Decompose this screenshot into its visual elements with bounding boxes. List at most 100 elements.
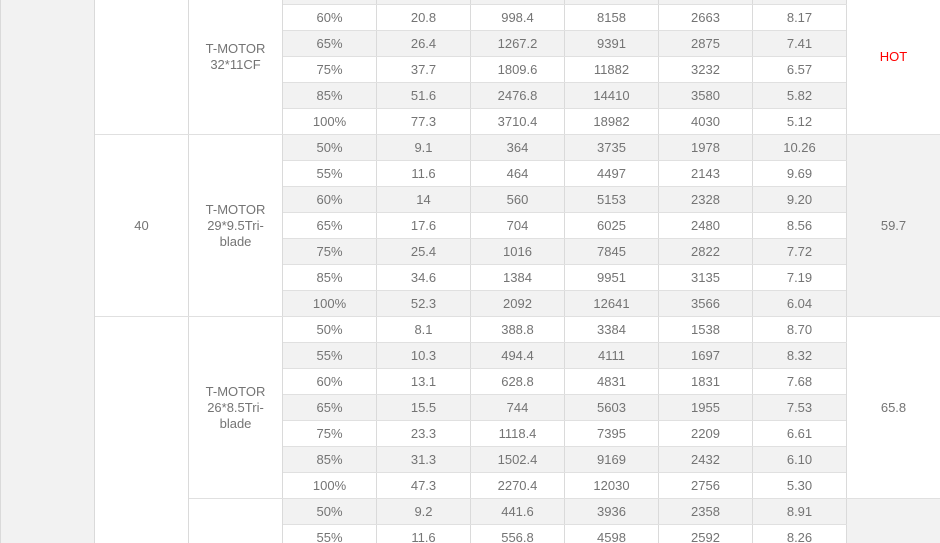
value-cell: 6.57 xyxy=(752,56,847,83)
value-cell: 9169 xyxy=(564,446,659,473)
throttle-cell: 65% xyxy=(282,30,377,57)
propeller-name-cell: T-MOTOR 29*9.5Tri-blade xyxy=(188,134,283,317)
table-row: 65% 15.5 744 5603 1955 7.53 xyxy=(1,394,940,421)
value-cell: 7.19 xyxy=(752,264,847,291)
table-row: T-MOTOR 26*8.5Tri-blade 50% 8.1 388.8 3384 15… xyxy=(1,316,940,543)
value-cell: 556.8 xyxy=(470,524,565,543)
propeller-name-cell: T-MOTOR 32*11CF xyxy=(188,0,283,135)
value-cell: 7.41 xyxy=(752,30,847,57)
value-cell: 1697 xyxy=(658,342,753,369)
value-cell: 2328 xyxy=(658,186,753,213)
table-row: 75% 25.4 1016 7845 2822 7.72 xyxy=(1,238,940,265)
value-cell: 7.68 xyxy=(752,368,847,395)
value-cell: 3735 xyxy=(564,134,659,161)
value-cell: 4598 xyxy=(564,524,659,543)
note-cell: 65.8 xyxy=(846,316,940,499)
table-row: 85% 51.6 2476.8 14410 3580 5.82 xyxy=(1,82,940,109)
value-cell: 1016 xyxy=(470,238,565,265)
value-cell: 20.8 xyxy=(376,4,471,31)
value-cell: 5153 xyxy=(564,186,659,213)
value-cell: 704 xyxy=(470,212,565,239)
value-cell: 5.30 xyxy=(752,472,847,499)
value-cell: 5.82 xyxy=(752,82,847,109)
throttle-cell: 85% xyxy=(282,446,377,473)
value-cell: 2432 xyxy=(658,446,753,473)
propeller-name-cell: T-MOTOR 26*8.5Tri-blade xyxy=(188,316,283,499)
table-row: 65% 26.4 1267.2 9391 2875 7.41 xyxy=(1,30,940,57)
throttle-cell: 50% xyxy=(282,134,377,161)
table-row: 55% 10.3 494.4 4111 1697 8.32 xyxy=(1,342,940,369)
note-cell xyxy=(846,498,940,543)
table-row: 100% 52.3 2092 12641 3566 6.04 xyxy=(1,290,940,317)
value-cell: 2092 xyxy=(470,290,565,317)
value-cell: 1978 xyxy=(658,134,753,161)
value-cell: 1538 xyxy=(658,316,753,343)
value-cell: 6.10 xyxy=(752,446,847,473)
throttle-cell: 55% xyxy=(282,524,377,543)
value-cell: 744 xyxy=(470,394,565,421)
value-cell: 1831 xyxy=(658,368,753,395)
value-cell: 51.6 xyxy=(376,82,471,109)
value-cell: 8.26 xyxy=(752,524,847,543)
value-cell: 77.3 xyxy=(376,108,471,135)
table-row: 100% 77.3 3710.4 18982 4030 5.12 xyxy=(1,108,940,135)
throttle-cell: 100% xyxy=(282,290,377,317)
value-cell: 7.53 xyxy=(752,394,847,421)
value-cell: 1502.4 xyxy=(470,446,565,473)
value-cell: 31.3 xyxy=(376,446,471,473)
value-cell: 2480 xyxy=(658,212,753,239)
value-cell: 12030 xyxy=(564,472,659,499)
table-row: 60% 20.8 998.4 8158 2663 8.17 xyxy=(1,4,940,31)
value-cell: 25.4 xyxy=(376,238,471,265)
throttle-cell: 50% xyxy=(282,316,377,343)
throttle-cell: 75% xyxy=(282,238,377,265)
value-cell: 11.6 xyxy=(376,160,471,187)
value-cell: 3580 xyxy=(658,82,753,109)
table-row: 60% 13.1 628.8 4831 1831 7.68 xyxy=(1,368,940,395)
value-cell: 14 xyxy=(376,186,471,213)
table-row: 50% 9.2 441.6 3936 2358 8.91 xyxy=(1,498,940,543)
value-cell: 1955 xyxy=(658,394,753,421)
value-cell: 3384 xyxy=(564,316,659,343)
value-cell: 6.61 xyxy=(752,420,847,447)
table-row: 40 T-MOTOR 29*9.5Tri-blade 50% 9.1 364 3735 19… xyxy=(1,134,940,317)
value-cell: 2822 xyxy=(658,238,753,265)
throttle-cell: 75% xyxy=(282,420,377,447)
throttle-cell: 50% xyxy=(282,498,377,525)
value-cell: 13.1 xyxy=(376,368,471,395)
value-cell: 10.3 xyxy=(376,342,471,369)
value-cell: 9391 xyxy=(564,30,659,57)
value-cell: 9.69 xyxy=(752,160,847,187)
value-cell: 4111 xyxy=(564,342,659,369)
value-cell: 2875 xyxy=(658,30,753,57)
table-row: 85% 34.6 1384 9951 3135 7.19 xyxy=(1,264,940,291)
value-cell: 52.3 xyxy=(376,290,471,317)
value-cell: 2209 xyxy=(658,420,753,447)
hot-warning-cell: HOT xyxy=(846,0,940,135)
group-value-cell: 40 xyxy=(94,134,189,317)
left-spacer-cell xyxy=(0,0,95,543)
value-cell: 7.72 xyxy=(752,238,847,265)
value-cell: 2270.4 xyxy=(470,472,565,499)
throttle-cell: 100% xyxy=(282,108,377,135)
throttle-cell: 85% xyxy=(282,82,377,109)
value-cell: 9.20 xyxy=(752,186,847,213)
throttle-cell: 65% xyxy=(282,394,377,421)
value-cell: 1267.2 xyxy=(470,30,565,57)
throttle-cell: 55% xyxy=(282,160,377,187)
value-cell: 364 xyxy=(470,134,565,161)
table-row: 100% 47.3 2270.4 12030 2756 5.30 xyxy=(1,472,940,499)
value-cell: 11882 xyxy=(564,56,659,83)
table-row: 75% 23.3 1118.4 7395 2209 6.61 xyxy=(1,420,940,447)
table-row: 75% 37.7 1809.6 11882 3232 6.57 xyxy=(1,56,940,83)
value-cell: 1384 xyxy=(470,264,565,291)
value-cell: 37.7 xyxy=(376,56,471,83)
value-cell: 628.8 xyxy=(470,368,565,395)
value-cell: 3566 xyxy=(658,290,753,317)
value-cell: 9951 xyxy=(564,264,659,291)
value-cell: 2143 xyxy=(658,160,753,187)
value-cell: 3135 xyxy=(658,264,753,291)
throttle-cell: 60% xyxy=(282,4,377,31)
